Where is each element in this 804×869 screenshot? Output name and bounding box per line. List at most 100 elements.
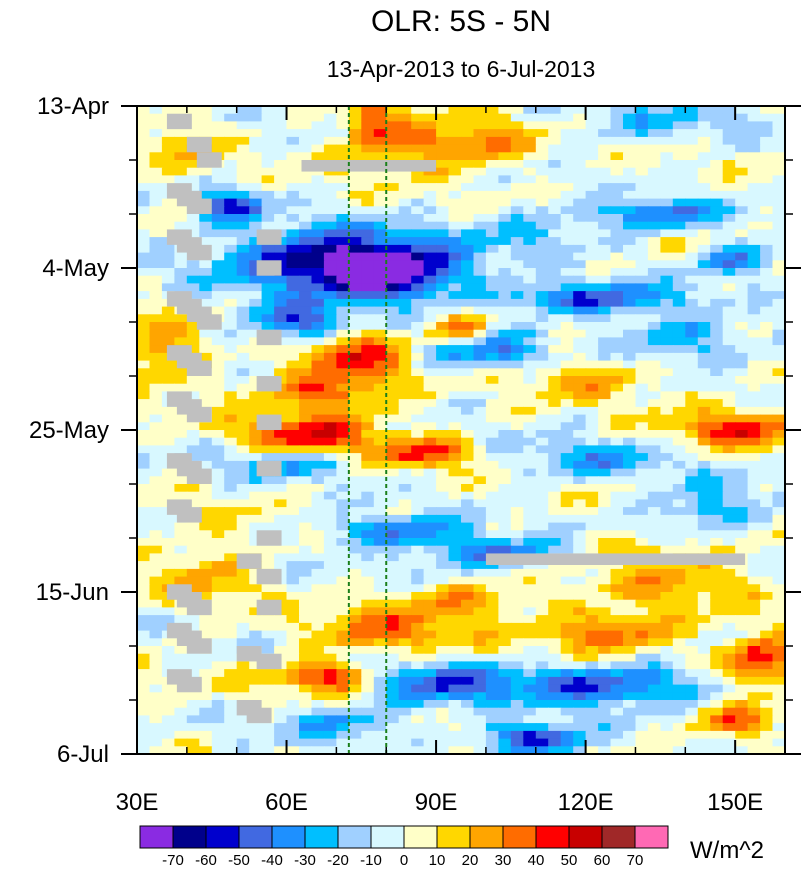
heatmap-cell	[610, 244, 624, 254]
heatmap-cell	[373, 322, 387, 331]
heatmap-cell	[623, 113, 637, 122]
heatmap-cell	[473, 136, 487, 146]
heatmap-cell	[199, 491, 213, 500]
heatmap-cell	[448, 545, 462, 554]
heatmap-cell	[610, 592, 624, 601]
heatmap-cell	[348, 514, 362, 524]
heatmap-cell	[672, 406, 686, 416]
heatmap-cell	[672, 430, 686, 439]
heatmap-cell	[461, 183, 475, 192]
heatmap-cell	[722, 391, 736, 400]
heatmap-cell	[498, 337, 512, 346]
heatmap-cell	[610, 700, 624, 709]
heatmap-cell	[510, 221, 524, 230]
heatmap-cell	[423, 383, 437, 392]
heatmap-cell	[186, 383, 200, 392]
heatmap-cell	[548, 399, 562, 408]
heatmap-cell	[236, 460, 250, 470]
heatmap-cell	[186, 268, 200, 277]
heatmap-cell	[610, 345, 624, 354]
heatmap-cell	[149, 707, 163, 716]
heatmap-cell	[137, 607, 151, 616]
heatmap-cell	[249, 730, 263, 740]
heatmap-cell	[772, 445, 785, 454]
heatmap-cell	[610, 275, 624, 284]
heatmap-cell	[461, 630, 475, 639]
heatmap-cell	[735, 383, 749, 392]
heatmap-cell	[423, 337, 437, 346]
heatmap-cell	[647, 198, 661, 207]
heatmap-cell	[348, 314, 362, 323]
heatmap-cell	[323, 422, 337, 431]
heatmap-cell	[548, 530, 562, 539]
heatmap-cell	[473, 406, 487, 416]
heatmap-cell	[261, 545, 275, 554]
heatmap-cell	[211, 136, 225, 146]
heatmap-cell	[299, 445, 313, 454]
heatmap-cell	[610, 414, 624, 423]
heatmap-cell	[398, 576, 412, 585]
heatmap-cell	[772, 268, 785, 277]
heatmap-cell	[560, 692, 574, 701]
heatmap-cell	[610, 530, 624, 539]
heatmap-cell	[174, 476, 188, 485]
heatmap-cell	[635, 160, 649, 169]
heatmap-cell	[548, 646, 562, 655]
heatmap-cell	[448, 329, 462, 338]
heatmap-cell	[149, 445, 163, 454]
heatmap-cell	[672, 399, 686, 408]
heatmap-cell	[548, 507, 562, 516]
heatmap-cell	[436, 260, 450, 269]
heatmap-cell	[523, 700, 537, 709]
heatmap-cell	[498, 221, 512, 230]
heatmap-cell	[323, 507, 337, 516]
heatmap-cell	[647, 406, 661, 416]
heatmap-cell	[249, 460, 263, 470]
heatmap-cell	[485, 615, 499, 624]
heatmap-cell	[186, 322, 200, 331]
heatmap-cell	[274, 399, 288, 408]
heatmap-cell	[598, 468, 612, 477]
heatmap-cell	[598, 206, 612, 215]
heatmap-cell	[585, 460, 599, 470]
heatmap-cell	[473, 152, 487, 161]
heatmap-cell	[149, 576, 163, 585]
heatmap-cell	[473, 167, 487, 176]
heatmap-cell	[685, 252, 699, 261]
heatmap-cell	[635, 723, 649, 732]
heatmap-cell	[224, 329, 238, 338]
heatmap-cell	[660, 106, 674, 115]
heatmap-cell	[660, 345, 674, 354]
heatmap-cell	[635, 468, 649, 477]
heatmap-cell	[361, 545, 375, 554]
heatmap-cell	[610, 646, 624, 655]
heatmap-cell	[423, 568, 437, 578]
heatmap-cell	[672, 314, 686, 323]
heatmap-cell	[735, 599, 749, 608]
heatmap-cell	[548, 167, 562, 176]
heatmap-cell	[747, 322, 761, 331]
heatmap-cell	[398, 692, 412, 701]
heatmap-cell	[299, 592, 313, 601]
heatmap-cell	[398, 306, 412, 315]
heatmap-cell	[548, 545, 562, 554]
heatmap-cell	[747, 422, 761, 431]
heatmap-cell	[510, 183, 524, 192]
heatmap-cell	[585, 260, 599, 269]
heatmap-cell	[411, 484, 425, 493]
heatmap-cell	[772, 229, 785, 238]
heatmap-cell	[448, 499, 462, 508]
heatmap-cell	[735, 669, 749, 678]
x-tick-label: 150E	[707, 789, 763, 816]
heatmap-cell	[735, 476, 749, 485]
heatmap-cell	[348, 738, 362, 747]
heatmap-cell	[772, 553, 785, 562]
heatmap-cell	[436, 268, 450, 277]
heatmap-cell	[423, 352, 437, 362]
missing-data-cell	[186, 136, 212, 153]
heatmap-cell	[672, 630, 686, 639]
heatmap-cell	[635, 360, 649, 369]
heatmap-cell	[386, 445, 400, 454]
heatmap-cell	[585, 183, 599, 192]
heatmap-cell	[448, 746, 462, 754]
